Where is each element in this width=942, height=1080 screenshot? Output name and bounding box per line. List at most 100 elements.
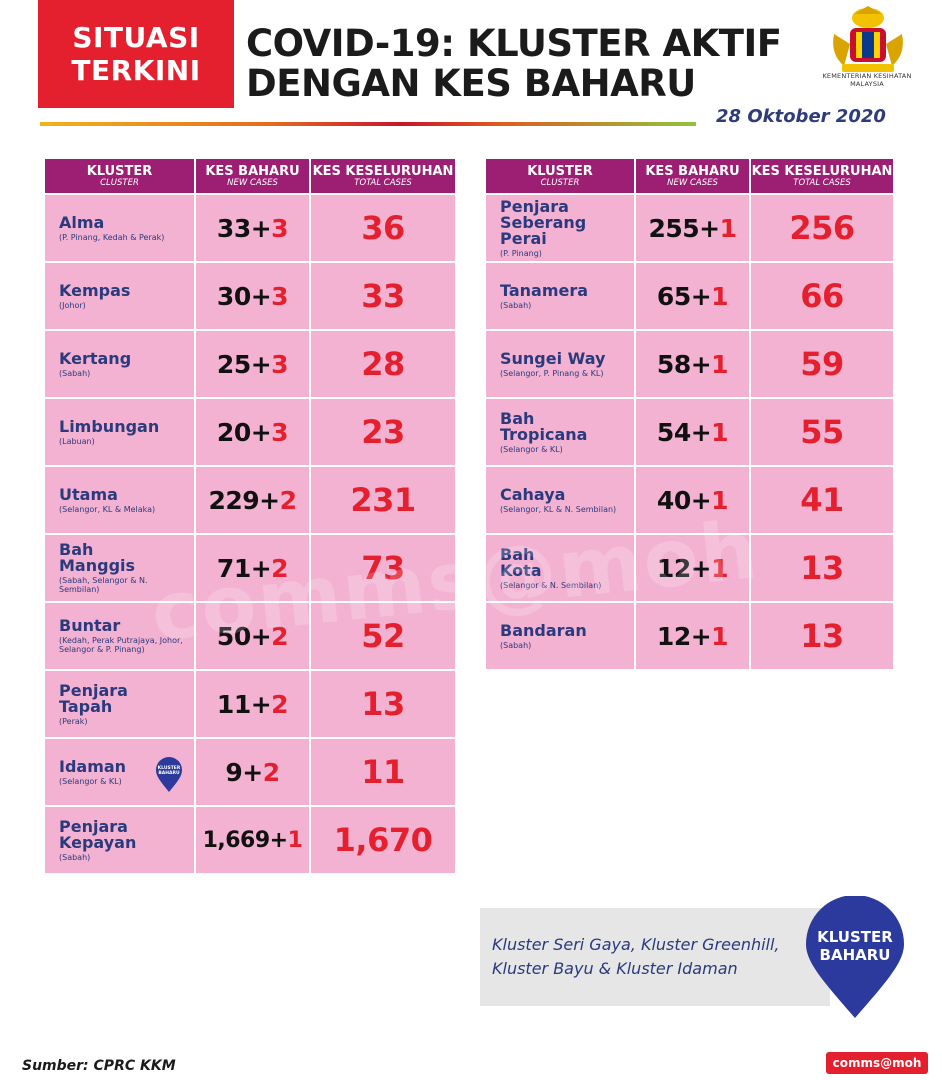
cluster-cell: Buntar (Kedah, Perak Putrajaya, Johor, Se… [45,603,194,669]
cluster-cell: Penjara Tapah (Perak) [45,671,194,737]
total-cases-cell: 33 [311,263,455,329]
new-clusters-line2: Kluster Bayu & Kluster Idaman [492,959,738,978]
kluster-baharu-pin-icon: KLUSTER BAHARU [806,896,904,1018]
col-header-total-cases: KES KESELURUHAN TOTAL CASES [311,159,455,193]
new-cases-cell: 9+2 [196,739,309,805]
page-title: COVID-19: KLUSTER AKTIF DENGAN KES BAHAR… [246,24,826,104]
report-date: 28 Oktober 2020 [716,106,886,127]
badge-line2: TERKINI [71,54,201,87]
cluster-name: Cahaya [500,484,566,504]
cluster-cell: Penjara Seberang Perai (P. Pinang) [486,195,634,261]
cluster-name: Idaman [59,756,127,776]
cluster-states: (Sabah, Selangor & N. Sembilan) [59,576,148,594]
table-row: Bandaran (Sabah) 12+1 13 [486,603,893,669]
total-cases-cell: 256 [751,195,893,261]
total-cases-cell: 13 [751,603,893,669]
table-row: Cahaya (Selangor, KL & N. Sembilan) 40+1 … [486,467,893,533]
cluster-states: (Sabah) [500,300,532,310]
table-row: Penjara Kepayan (Sabah) 1,669+1 1,670 [45,807,455,873]
new-cases-cell: 12+1 [636,535,749,601]
new-cases-cell: 40+1 [636,467,749,533]
badge-line1: SITUASI [72,21,200,54]
total-cases-cell: 13 [311,671,455,737]
new-cases-cell: 54+1 [636,399,749,465]
total-cases-cell: 231 [311,467,455,533]
cluster-name: Bah Manggis [59,540,136,575]
cluster-cell: Bah Manggis (Sabah, Selangor & N. Sembila… [45,535,194,601]
situasi-terkini-badge: SITUASI TERKINI [38,0,234,108]
new-cases-cell: 11+2 [196,671,309,737]
cluster-cell: Bandaran (Sabah) [486,603,634,669]
table-row: Penjara Tapah (Perak) 11+2 13 [45,671,455,737]
total-cases-cell: 55 [751,399,893,465]
cluster-cell: Penjara Kepayan (Sabah) [45,807,194,873]
new-cases-cell: 12+1 [636,603,749,669]
total-cases-cell: 13 [751,535,893,601]
total-cases-cell: 41 [751,467,893,533]
cluster-cell: Alma (P. Pinang, Kedah & Perak) [45,195,194,261]
new-cluster-pin-icon: KLUSTER BAHARU [156,757,182,792]
cluster-states: (P. Pinang, Kedah & Perak) [59,232,165,242]
cluster-cell: Kempas (Johor) [45,263,194,329]
table-row: Alma (P. Pinang, Kedah & Perak) 33+3 36 [45,195,455,261]
cluster-cell: Sungei Way (Selangor, P. Pinang & KL) [486,331,634,397]
cluster-states: (Labuan) [59,436,95,446]
cluster-states: (Perak) [59,716,88,726]
total-cases-cell: 66 [751,263,893,329]
total-cases-cell: 52 [311,603,455,669]
coat-of-arms-icon [833,6,903,72]
cluster-cell: Limbungan (Labuan) [45,399,194,465]
cluster-states: (Sabah) [59,852,91,862]
cluster-name: Kempas [59,280,131,300]
table-row: Kertang (Sabah) 25+3 28 [45,331,455,397]
new-cases-cell: 255+1 [636,195,749,261]
cluster-name: Alma [59,212,105,232]
cluster-states: (Selangor & KL) [59,776,122,786]
table-row: Limbungan (Labuan) 20+3 23 [45,399,455,465]
new-cases-cell: 229+2 [196,467,309,533]
cluster-table-left: KLUSTER CLUSTER KES BAHARU NEW CASES KES K… [43,157,457,875]
total-cases-cell: 36 [311,195,455,261]
table-row: Bah Tropicana (Selangor & KL) 54+1 55 [486,399,893,465]
total-cases-cell: 59 [751,331,893,397]
table-row: Sungei Way (Selangor, P. Pinang & KL) 58+… [486,331,893,397]
new-clusters-line1: Kluster Seri Gaya, Kluster Greenhill, [492,935,780,954]
cluster-name: Penjara Tapah [59,680,128,716]
cluster-states: (Kedah, Perak Putrajaya, Johor, Selangor… [59,636,183,654]
new-cases-cell: 33+3 [196,195,309,261]
title-line2: DENGAN KES BAHARU [246,62,696,105]
title-line1: COVID-19: KLUSTER AKTIF [246,22,782,65]
new-cases-cell: 58+1 [636,331,749,397]
cluster-name: Sungei Way [500,348,606,368]
table-row: Kempas (Johor) 30+3 33 [45,263,455,329]
cluster-cell: Bah Kota (Selangor & N. Sembilan) [486,535,634,601]
total-cases-cell: 11 [311,739,455,805]
table-row: Utama (Selangor, KL & Melaka) 229+2 231 [45,467,455,533]
cluster-states: (Selangor, KL & N. Sembilan) [500,504,617,514]
table-row: Penjara Seberang Perai (P. Pinang) 255+1 … [486,195,893,261]
cluster-table-right: KLUSTER CLUSTER KES BAHARU NEW CASES KES K… [484,157,895,671]
new-clusters-box [480,908,830,1006]
new-cases-cell: 25+3 [196,331,309,397]
new-cases-cell: 65+1 [636,263,749,329]
pin-line1: KLUSTER [817,928,893,946]
svg-text:KLUSTER: KLUSTER [158,765,181,771]
new-cases-cell: 50+2 [196,603,309,669]
cluster-cell: Kertang (Sabah) [45,331,194,397]
table-row: Tanamera (Sabah) 65+1 66 [486,263,893,329]
new-clusters-text: Kluster Seri Gaya, Kluster Greenhill, Kl… [492,933,812,981]
cluster-name: Bah Kota [500,544,542,580]
table-row: Bah Kota (Selangor & N. Sembilan) 12+1 13 [486,535,893,601]
new-cases-cell: 1,669+1 [196,807,309,873]
cluster-cell: Tanamera (Sabah) [486,263,634,329]
new-cases-cell: 71+2 [196,535,309,601]
cluster-cell: Utama (Selangor, KL & Melaka) [45,467,194,533]
col-header-new-cases: KES BAHARU NEW CASES [636,159,749,193]
total-cases-cell: 1,670 [311,807,455,873]
cluster-states: (Sabah) [500,640,532,650]
pin-line2: BAHARU [820,946,891,964]
cluster-cell: Bah Tropicana (Selangor & KL) [486,399,634,465]
cluster-states: (Sabah) [59,368,91,378]
cluster-name: Bandaran [500,620,587,640]
cluster-name: Penjara Kepayan [59,816,137,852]
